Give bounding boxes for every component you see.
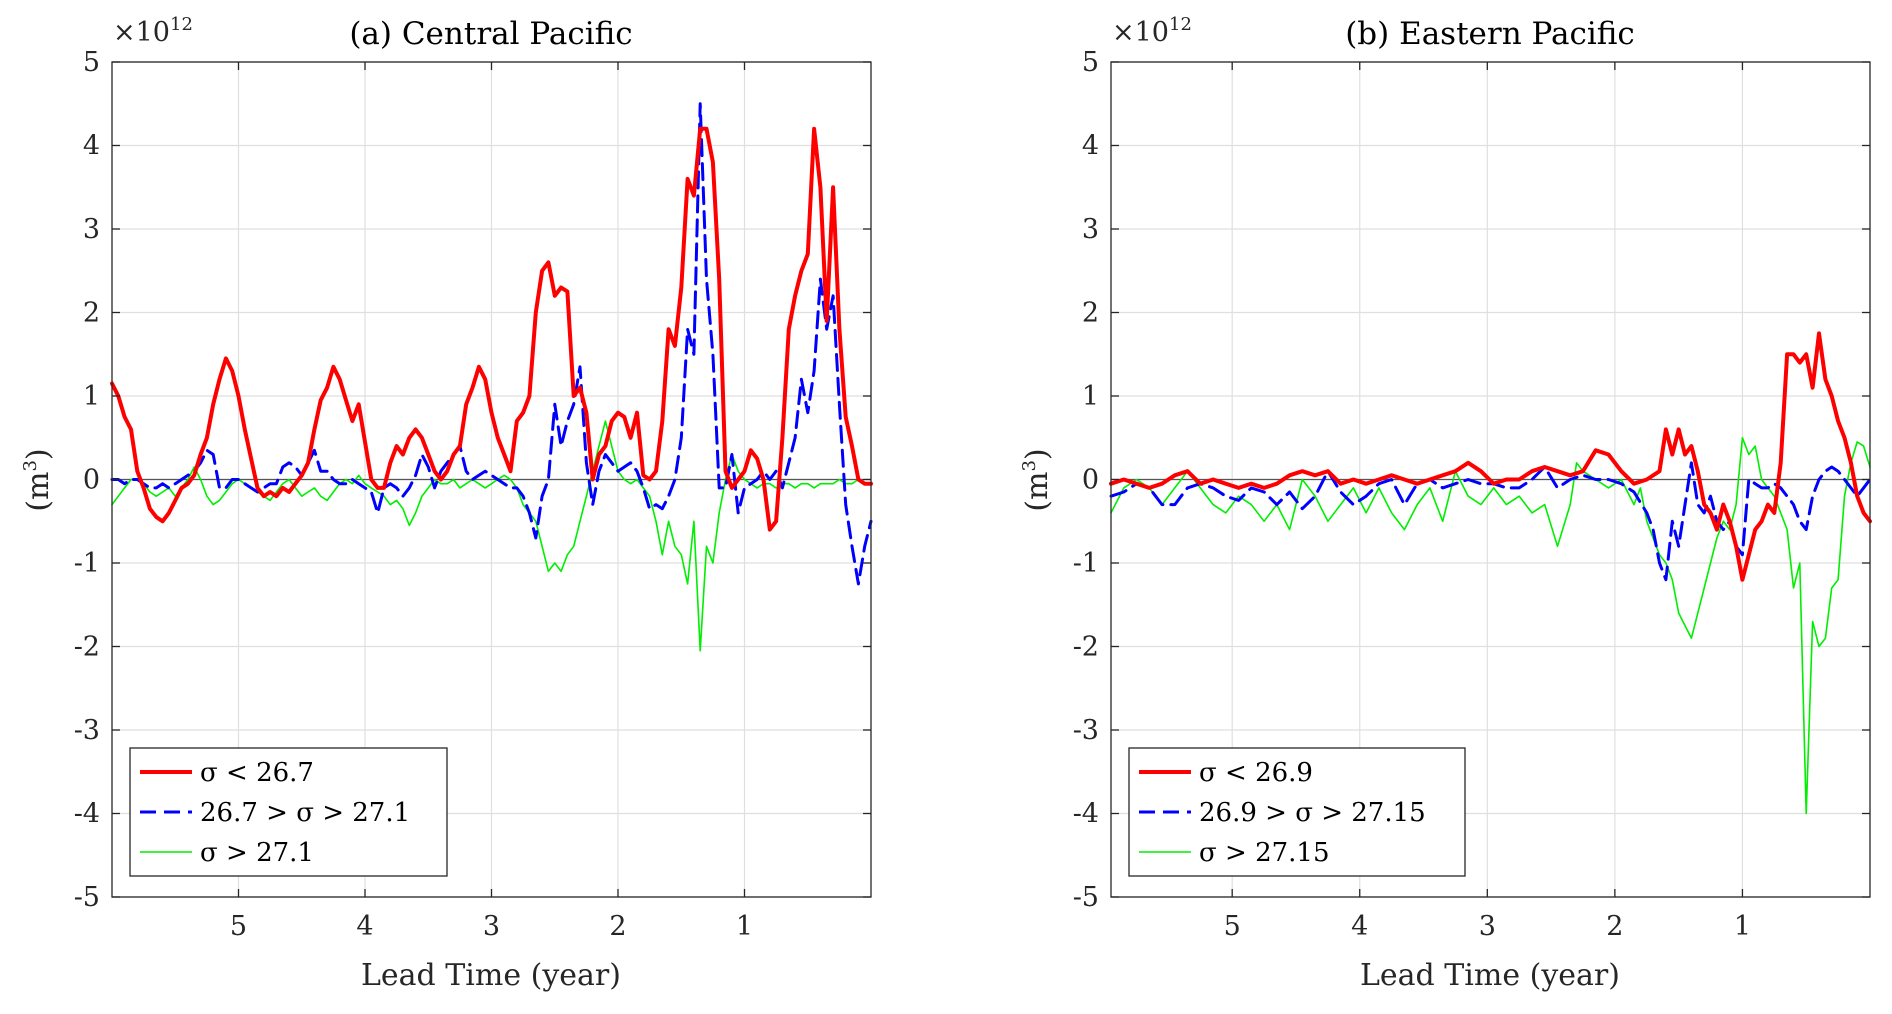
y-axis-label-sup: 3 xyxy=(1019,460,1040,471)
y-tick-label: 3 xyxy=(1082,214,1099,245)
x-tick-label: 5 xyxy=(1224,911,1241,942)
legend-label-3: σ > 27.15 xyxy=(1199,838,1330,868)
svg-text:(m3): (m3) xyxy=(20,448,56,511)
legend-label-2: 26.9 > σ > 27.15 xyxy=(1199,798,1426,828)
y-tick-label: 0 xyxy=(1082,465,1099,496)
x-axis-label: Lead Time (year) xyxy=(361,958,621,993)
x-tick-label: 4 xyxy=(1351,911,1368,942)
x-tick-label: 3 xyxy=(1479,911,1496,942)
y-exponent-base: ×10 xyxy=(1112,17,1169,48)
legend-label-1: σ < 26.9 xyxy=(1199,758,1313,788)
x-tick-label: 5 xyxy=(230,911,247,942)
y-tick-label: -2 xyxy=(1073,632,1099,663)
x-axis-label: Lead Time (year) xyxy=(1360,958,1620,993)
y-axis-label-unit: (m xyxy=(21,472,56,512)
y-axis-label-sup: 3 xyxy=(20,460,41,471)
y-tick-label: 5 xyxy=(83,47,100,78)
y-tick-label: -3 xyxy=(1073,715,1099,746)
x-tick-label: 4 xyxy=(356,911,373,942)
y-tick-labels: -5 -4 -3 -2 -1 0 1 2 3 4 5 xyxy=(74,47,100,913)
legend-box xyxy=(129,747,448,877)
legend-label-2: 26.7 > σ > 27.1 xyxy=(200,798,410,828)
y-exponent-power: 12 xyxy=(170,14,193,35)
series-line-1 xyxy=(110,126,873,532)
y-tick-label: -4 xyxy=(74,799,100,830)
legend-label-1: σ < 26.7 xyxy=(200,758,314,788)
tick-marks xyxy=(1111,61,1870,898)
x-tick-labels: 5 4 3 2 1 xyxy=(230,911,753,942)
y-tick-label: -1 xyxy=(1073,548,1099,579)
legend-box xyxy=(1128,747,1466,877)
y-tick-label: 1 xyxy=(83,381,100,412)
legend: σ < 26.9 26.9 > σ > 27.15 σ > 27.15 xyxy=(1128,747,1466,877)
y-tick-label: -5 xyxy=(74,882,100,913)
x-tick-label: 1 xyxy=(736,911,753,942)
y-tick-label: 1 xyxy=(1082,381,1099,412)
x-tick-labels: 5 4 3 2 1 xyxy=(1224,911,1751,942)
y-tick-label: -5 xyxy=(1073,882,1099,913)
x-tick-label: 1 xyxy=(1734,911,1751,942)
chart-title: (b) Eastern Pacific xyxy=(1345,16,1635,52)
y-tick-label: 3 xyxy=(83,214,100,245)
y-axis-label: (m3) xyxy=(20,448,56,511)
y-tick-label: 4 xyxy=(1082,131,1099,162)
y-exponent-base: ×10 xyxy=(113,17,170,48)
y-axis-label-unit: (m xyxy=(1020,472,1055,512)
x-tick-label: 2 xyxy=(609,911,626,942)
y-tick-label: 0 xyxy=(83,465,100,496)
y-axis-label: (m3) xyxy=(1019,448,1055,511)
y-tick-label: 2 xyxy=(1082,298,1099,329)
chart-title: (a) Central Pacific xyxy=(349,16,632,52)
series-line-2 xyxy=(1109,461,1872,582)
y-tick-label: -2 xyxy=(74,632,100,663)
x-tick-label: 2 xyxy=(1606,911,1623,942)
series-line-2 xyxy=(110,102,873,586)
y-tick-label: 4 xyxy=(83,131,100,162)
legend-label-3: σ > 27.1 xyxy=(200,838,314,868)
series-lines xyxy=(110,102,873,652)
x-tick-label: 3 xyxy=(483,911,500,942)
y-tick-label: -1 xyxy=(74,548,100,579)
y-tick-label: -4 xyxy=(1073,799,1099,830)
tick-marks xyxy=(112,61,871,898)
y-axis-label-close: ) xyxy=(1020,448,1055,460)
y-tick-label: 5 xyxy=(1082,47,1099,78)
y-tick-label: 2 xyxy=(83,298,100,329)
legend: σ < 26.7 26.7 > σ > 27.1 σ > 27.1 xyxy=(129,747,448,877)
series-lines xyxy=(1109,331,1872,815)
y-axis-label-close: ) xyxy=(21,448,56,460)
y-exponent-power: 12 xyxy=(1169,14,1192,35)
series-line-3 xyxy=(1110,437,1871,815)
y-tick-label: -3 xyxy=(74,715,100,746)
svg-text:(m3): (m3) xyxy=(1019,448,1055,511)
y-tick-labels: -5 -4 -3 -2 -1 0 1 2 3 4 5 xyxy=(1073,47,1099,913)
series-line-1 xyxy=(1109,331,1872,582)
